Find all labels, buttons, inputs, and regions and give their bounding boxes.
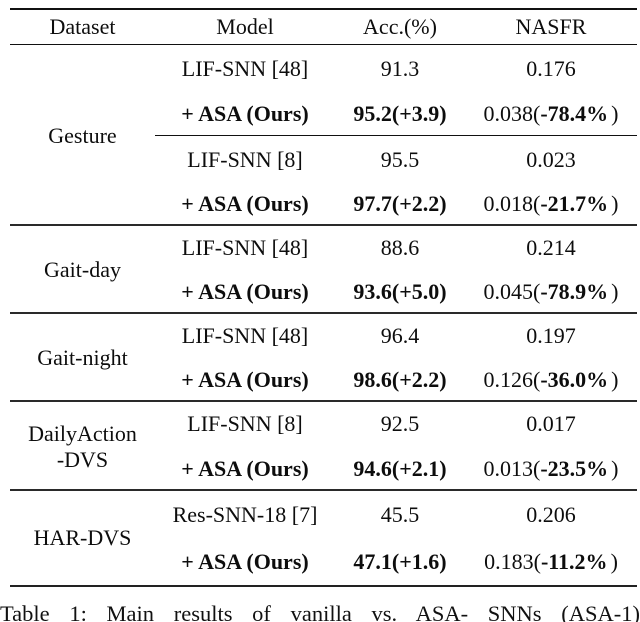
- acc-cell: 95.2(+3.9): [353, 100, 447, 126]
- section-dailyaction-dvs: DailyAction -DVS LIF-SNN [8] 92.5 0.017 …: [10, 402, 637, 491]
- acc-cell: 93.6(+5.0): [353, 279, 447, 304]
- dataset-label-line2: -DVS: [56, 446, 109, 472]
- nasfr-value: 0.038(: [483, 100, 541, 126]
- nasfr-delta: -23.5%: [540, 455, 609, 481]
- acc-cell: 97.7(+2.2): [353, 190, 447, 216]
- nasfr-cell: 0.038(-78.4%): [465, 92, 637, 135]
- model-cell: Res-SNN-18 [7]: [172, 501, 318, 527]
- header-dataset: Dataset: [49, 14, 116, 39]
- dataset-cell: Gesture: [10, 45, 155, 226]
- header-model: Model: [216, 14, 274, 39]
- nasfr-cell: 0.176: [526, 55, 576, 81]
- section-gait-day: Gait-day LIF-SNN [48] 88.6 0.214 + ASA (…: [10, 226, 637, 314]
- nasfr-value: 0.013(: [483, 455, 541, 481]
- nasfr-value: 0.183(: [484, 548, 541, 574]
- nasfr-cell: 0.183(-11.2%): [465, 538, 637, 585]
- header-nasfr: NASFR: [515, 14, 587, 39]
- header-acc: Acc.(%): [363, 14, 437, 39]
- model-cell: LIF-SNN [48]: [181, 55, 309, 81]
- dataset-label: Gait-day: [44, 257, 121, 282]
- acc-cell: 88.6: [380, 235, 420, 260]
- acc-cell: 91.3: [380, 55, 420, 81]
- model-cell: + ASA (Ours): [181, 190, 309, 216]
- nasfr-cell: 0.013(-23.5%): [465, 446, 637, 491]
- model-cell: + ASA (Ours): [181, 279, 309, 304]
- nasfr-paren: ): [610, 548, 618, 574]
- nasfr-delta: -78.9%: [540, 279, 609, 304]
- dataset-cell: DailyAction -DVS: [10, 402, 155, 491]
- nasfr-delta: -11.2%: [540, 548, 608, 574]
- nasfr-paren: ): [611, 367, 619, 392]
- section-gait-night: Gait-night LIF-SNN [48] 96.4 0.197 + ASA…: [10, 314, 637, 402]
- model-cell: + ASA (Ours): [181, 455, 309, 481]
- table-caption: Table 1: Main results of vanilla vs. ASA…: [0, 601, 640, 622]
- acc-cell: 98.6(+2.2): [353, 367, 447, 392]
- nasfr-value: 0.018(: [483, 190, 541, 216]
- acc-cell: 96.4: [380, 323, 420, 348]
- dataset-cell: Gait-night: [10, 314, 155, 402]
- nasfr-delta: -78.4%: [540, 100, 609, 126]
- nasfr-delta: -36.0%: [540, 367, 609, 392]
- acc-cell: 92.5: [380, 411, 420, 436]
- dataset-label-line1: DailyAction: [28, 420, 137, 446]
- model-cell: LIF-SNN [48]: [181, 323, 309, 348]
- nasfr-cell: 0.197: [526, 323, 576, 348]
- nasfr-cell: 0.214: [526, 235, 576, 260]
- dataset-label: HAR-DVS: [33, 525, 132, 550]
- model-cell: LIF-SNN [8]: [187, 411, 303, 436]
- model-cell: LIF-SNN [8]: [187, 146, 303, 172]
- dataset-cell: HAR-DVS: [10, 491, 155, 585]
- nasfr-cell: 0.126(-36.0%): [465, 358, 637, 402]
- nasfr-cell: 0.018(-21.7%): [465, 181, 637, 226]
- nasfr-value: 0.045(: [483, 279, 541, 304]
- acc-cell: 95.5: [380, 146, 420, 172]
- nasfr-cell: 0.206: [526, 501, 576, 527]
- model-cell: + ASA (Ours): [181, 367, 309, 392]
- model-cell: + ASA (Ours): [181, 100, 309, 126]
- nasfr-paren: ): [611, 455, 619, 481]
- dataset-label: Gesture: [48, 122, 117, 148]
- table-header-row: Dataset Model Acc.(%) NASFR: [10, 10, 637, 45]
- model-cell: LIF-SNN [48]: [181, 235, 309, 260]
- section-gesture: Gesture LIF-SNN [48] 91.3 0.176 + ASA (O…: [10, 45, 637, 226]
- mid-rule: [155, 135, 637, 138]
- results-table: Dataset Model Acc.(%) NASFR Gesture LIF-…: [10, 8, 637, 587]
- nasfr-cell: 0.023: [526, 146, 576, 172]
- nasfr-paren: ): [611, 190, 619, 216]
- acc-cell: 45.5: [380, 501, 420, 527]
- section-har-dvs: HAR-DVS Res-SNN-18 [7] 45.5 0.206 + ASA …: [10, 491, 637, 585]
- dataset-cell: Gait-day: [10, 226, 155, 314]
- acc-cell: 47.1(+1.6): [353, 548, 447, 574]
- acc-cell: 94.6(+2.1): [353, 455, 447, 481]
- dataset-label: Gait-night: [37, 345, 128, 370]
- nasfr-value: 0.126(: [483, 367, 541, 392]
- nasfr-paren: ): [611, 279, 619, 304]
- nasfr-delta: -21.7%: [540, 190, 609, 216]
- nasfr-cell: 0.017: [526, 411, 576, 436]
- model-cell: + ASA (Ours): [181, 548, 309, 574]
- nasfr-cell: 0.045(-78.9%): [465, 270, 637, 314]
- nasfr-paren: ): [611, 100, 619, 126]
